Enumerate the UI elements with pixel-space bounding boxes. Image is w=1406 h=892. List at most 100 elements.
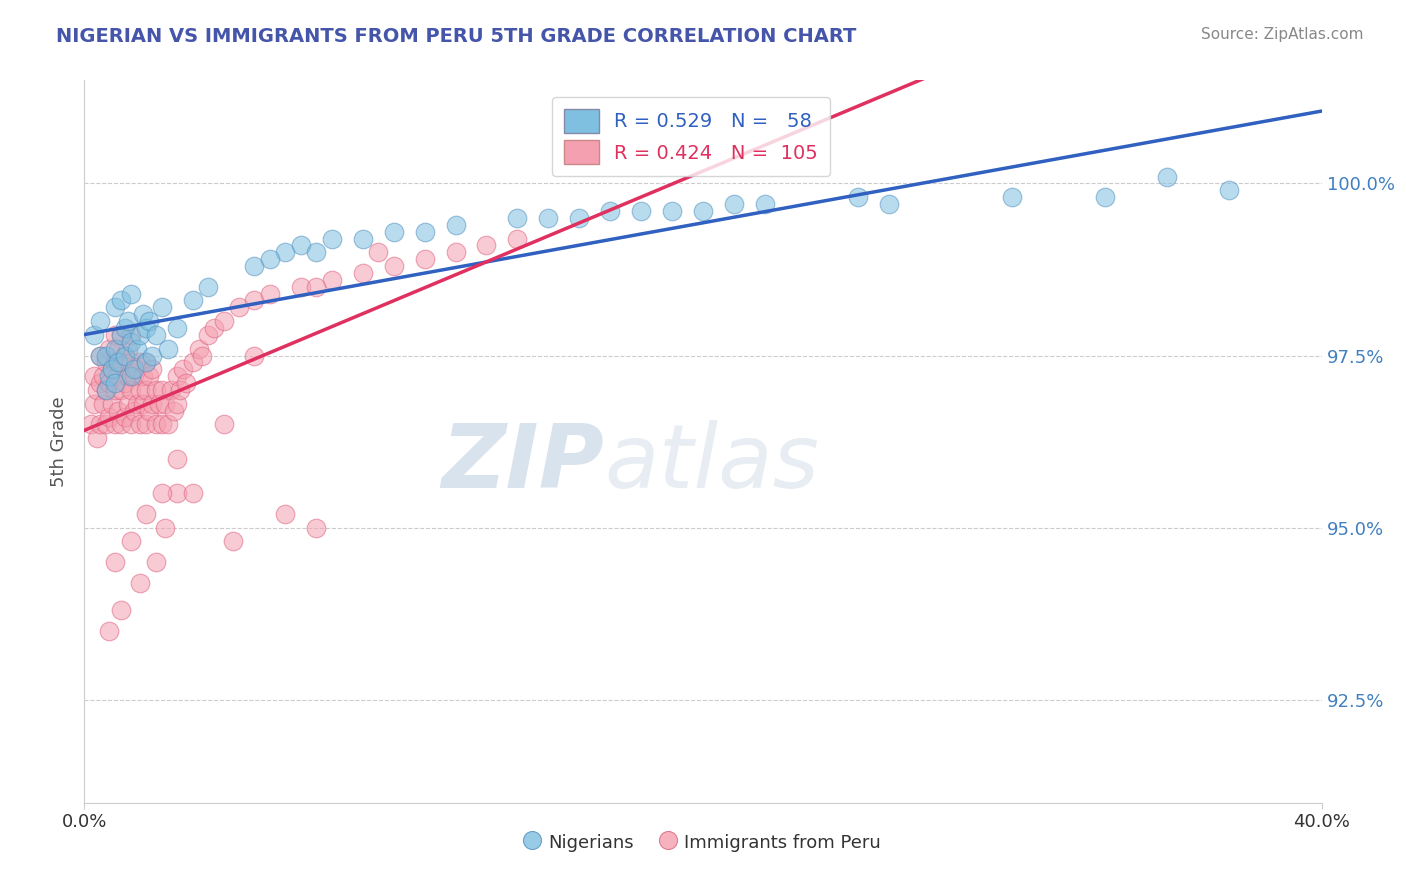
Point <box>274 507 297 521</box>
Point <box>132 397 155 411</box>
Point <box>86 383 108 397</box>
Point <box>599 204 621 219</box>
Text: Source: ZipAtlas.com: Source: ZipAtlas.com <box>1201 27 1364 42</box>
Y-axis label: 5th Grade: 5th Grade <box>51 396 69 487</box>
Point <box>104 417 127 432</box>
Point <box>413 225 436 239</box>
Point <box>150 301 173 315</box>
Point <box>274 245 297 260</box>
Point <box>117 369 139 384</box>
Point <box>141 362 163 376</box>
Point <box>150 417 173 432</box>
Point <box>122 369 145 384</box>
Point <box>846 190 869 204</box>
Point <box>120 534 142 549</box>
Point <box>145 327 167 342</box>
Point <box>160 383 183 397</box>
Point <box>537 211 560 225</box>
Point <box>94 349 117 363</box>
Point <box>661 204 683 219</box>
Point <box>305 279 328 293</box>
Point <box>692 204 714 219</box>
Point <box>120 286 142 301</box>
Point <box>129 575 152 590</box>
Point <box>89 314 111 328</box>
Point <box>444 245 467 260</box>
Point <box>83 369 105 384</box>
Point <box>91 369 114 384</box>
Point <box>169 383 191 397</box>
Point <box>110 383 132 397</box>
Point <box>132 369 155 384</box>
Point <box>101 362 124 376</box>
Point <box>129 417 152 432</box>
Point <box>1001 190 1024 204</box>
Point <box>181 355 204 369</box>
Point <box>1156 169 1178 184</box>
Point <box>120 383 142 397</box>
Point <box>104 555 127 569</box>
Point <box>104 376 127 390</box>
Point <box>754 197 776 211</box>
Point <box>138 403 160 417</box>
Point <box>1218 183 1240 197</box>
Point <box>153 397 176 411</box>
Point <box>83 327 105 342</box>
Point <box>129 355 152 369</box>
Point <box>89 349 111 363</box>
Point <box>91 397 114 411</box>
Point <box>89 349 111 363</box>
Point <box>129 383 152 397</box>
Point <box>166 486 188 500</box>
Legend: Nigerians, Immigrants from Peru: Nigerians, Immigrants from Peru <box>517 825 889 859</box>
Point <box>89 376 111 390</box>
Point <box>117 342 139 356</box>
Point <box>110 327 132 342</box>
Point <box>1094 190 1116 204</box>
Point <box>117 314 139 328</box>
Point <box>135 355 157 369</box>
Point <box>181 293 204 308</box>
Point <box>156 417 179 432</box>
Point <box>212 417 235 432</box>
Point <box>114 410 136 425</box>
Point <box>176 376 198 390</box>
Point <box>135 355 157 369</box>
Text: atlas: atlas <box>605 420 818 507</box>
Point <box>243 259 266 273</box>
Point <box>141 349 163 363</box>
Point <box>723 197 745 211</box>
Point <box>110 417 132 432</box>
Point <box>86 431 108 445</box>
Point <box>104 301 127 315</box>
Point <box>172 362 194 376</box>
Point <box>114 349 136 363</box>
Point <box>94 355 117 369</box>
Point <box>132 307 155 321</box>
Point <box>101 397 124 411</box>
Point <box>568 211 591 225</box>
Point <box>321 273 343 287</box>
Point <box>110 603 132 617</box>
Point <box>122 362 145 376</box>
Point <box>98 342 121 356</box>
Point <box>114 349 136 363</box>
Point <box>166 369 188 384</box>
Point <box>382 225 405 239</box>
Point <box>101 362 124 376</box>
Text: ZIP: ZIP <box>441 420 605 507</box>
Point <box>305 245 328 260</box>
Point <box>104 355 127 369</box>
Point <box>104 383 127 397</box>
Point <box>197 327 219 342</box>
Point <box>148 397 170 411</box>
Point <box>150 383 173 397</box>
Point <box>145 383 167 397</box>
Point <box>107 355 129 369</box>
Point <box>202 321 225 335</box>
Point <box>153 520 176 534</box>
Point <box>197 279 219 293</box>
Point <box>98 376 121 390</box>
Point <box>290 279 312 293</box>
Point <box>444 218 467 232</box>
